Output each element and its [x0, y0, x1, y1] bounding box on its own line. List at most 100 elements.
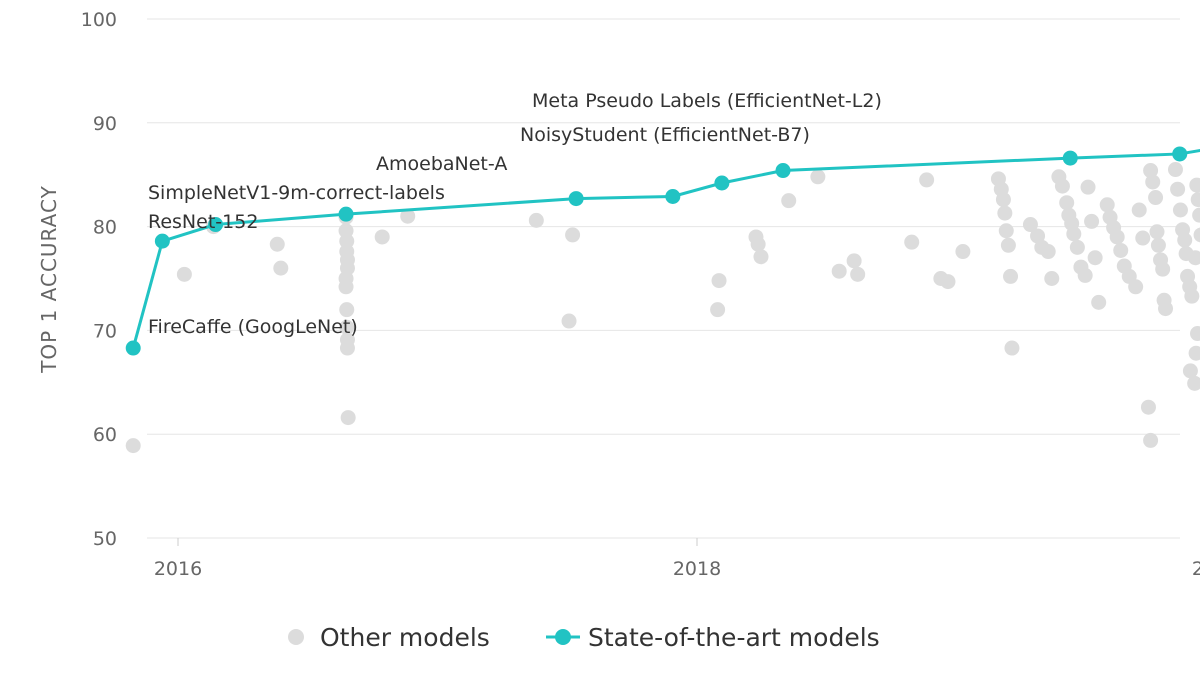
other-model-point[interactable]: [1066, 226, 1082, 242]
other-model-point[interactable]: [565, 227, 581, 243]
other-model-point[interactable]: [273, 260, 289, 276]
other-model-point[interactable]: [1000, 237, 1016, 253]
other-model-point[interactable]: [955, 244, 971, 260]
other-model-point[interactable]: [125, 438, 141, 454]
legend: Other models State-of-the-art models: [288, 623, 880, 652]
sota-model-point[interactable]: [338, 206, 354, 222]
other-model-point[interactable]: [1149, 224, 1165, 240]
other-model-point[interactable]: [750, 236, 766, 252]
other-model-point[interactable]: [1190, 192, 1200, 208]
other-model-point[interactable]: [1059, 195, 1075, 211]
other-model-point[interactable]: [339, 340, 355, 356]
other-model-point[interactable]: [1077, 267, 1093, 283]
sota-model-point[interactable]: [775, 163, 791, 179]
other-model-point[interactable]: [1187, 375, 1200, 391]
sota-model-point[interactable]: [1062, 150, 1078, 166]
sota-model-point[interactable]: [154, 233, 170, 249]
other-model-point[interactable]: [1109, 229, 1125, 245]
other-model-point[interactable]: [1091, 294, 1107, 310]
other-model-point[interactable]: [340, 410, 356, 426]
other-model-point[interactable]: [1148, 190, 1164, 206]
other-model-point[interactable]: [710, 302, 726, 318]
other-model-point[interactable]: [1084, 213, 1100, 229]
other-model-point[interactable]: [1054, 178, 1070, 194]
other-model-point[interactable]: [1140, 399, 1156, 415]
x-tick-labels: 2016201820202022: [154, 538, 1200, 580]
other-model-point[interactable]: [1167, 162, 1183, 178]
other-model-point[interactable]: [339, 233, 355, 249]
other-model-point[interactable]: [1184, 288, 1200, 304]
other-model-point[interactable]: [1143, 163, 1159, 179]
other-model-point[interactable]: [338, 279, 354, 295]
other-model-point[interactable]: [561, 313, 577, 329]
other-model-point[interactable]: [339, 302, 355, 318]
other-model-point[interactable]: [1177, 232, 1193, 248]
other-model-point[interactable]: [1087, 250, 1103, 266]
other-model-point[interactable]: [528, 212, 544, 228]
other-model-point[interactable]: [1193, 227, 1200, 243]
y-tick-label: 80: [93, 217, 117, 239]
sota-model-point[interactable]: [568, 191, 584, 207]
other-model-point[interactable]: [1004, 340, 1020, 356]
other-model-point[interactable]: [1182, 363, 1198, 379]
other-model-point[interactable]: [995, 192, 1011, 208]
other-model-point[interactable]: [1158, 301, 1174, 317]
other-model-point[interactable]: [374, 229, 390, 245]
other-model-point[interactable]: [1190, 326, 1200, 342]
other-model-point[interactable]: [1188, 345, 1200, 361]
sota-model-point[interactable]: [665, 188, 681, 204]
other-model-point[interactable]: [998, 223, 1014, 239]
other-model-point[interactable]: [1172, 202, 1188, 218]
other-model-point[interactable]: [176, 266, 192, 282]
other-model-point[interactable]: [269, 236, 285, 252]
other-model-point[interactable]: [810, 169, 826, 185]
other-model-point[interactable]: [1145, 174, 1161, 190]
other-model-point[interactable]: [1192, 207, 1200, 223]
legend-item-sota[interactable]: State-of-the-art models: [546, 623, 880, 652]
x-tick-label: 2018: [673, 558, 721, 580]
other-model-point[interactable]: [1155, 261, 1171, 277]
sota-model-point[interactable]: [1172, 146, 1188, 162]
other-model-point[interactable]: [711, 273, 727, 289]
legend-item-other[interactable]: Other models: [288, 623, 490, 652]
sota-model-point[interactable]: [208, 217, 224, 233]
sota-annotation-label: NoisyStudent (EfficientNet-B7): [520, 124, 810, 146]
other-model-point[interactable]: [1150, 237, 1166, 253]
legend-marker-other: [288, 629, 304, 645]
y-tick-label: 60: [93, 424, 117, 446]
other-model-point[interactable]: [400, 208, 416, 224]
other-model-point[interactable]: [1030, 228, 1046, 244]
other-model-point[interactable]: [846, 253, 862, 269]
y-tick-label: 90: [93, 113, 117, 135]
other-model-point[interactable]: [339, 319, 355, 335]
other-model-point[interactable]: [1003, 268, 1019, 284]
other-model-point[interactable]: [1113, 242, 1129, 258]
other-model-point[interactable]: [940, 274, 956, 290]
other-model-point[interactable]: [781, 193, 797, 209]
other-model-point[interactable]: [850, 266, 866, 282]
other-model-point[interactable]: [1128, 279, 1144, 295]
other-model-point[interactable]: [831, 263, 847, 279]
other-model-point[interactable]: [1080, 179, 1096, 195]
sota-model-point[interactable]: [714, 175, 730, 191]
other-model-point[interactable]: [1040, 244, 1056, 260]
other-model-point[interactable]: [1099, 197, 1115, 213]
sota-annotation-label: FireCaffe (GoogLeNet): [148, 316, 358, 338]
other-models-points: [125, 162, 1200, 454]
other-model-point[interactable]: [1143, 432, 1159, 448]
other-model-point[interactable]: [1189, 177, 1200, 193]
other-model-point[interactable]: [1170, 181, 1186, 197]
other-model-point[interactable]: [919, 172, 935, 188]
other-model-point[interactable]: [753, 249, 769, 265]
other-model-point[interactable]: [1069, 239, 1085, 255]
other-model-point[interactable]: [1187, 250, 1200, 266]
other-model-point[interactable]: [1135, 230, 1151, 246]
other-model-point[interactable]: [1022, 217, 1038, 233]
y-tick-label: 70: [93, 320, 117, 342]
other-model-point[interactable]: [1131, 202, 1147, 218]
sota-model-point[interactable]: [125, 340, 141, 356]
other-model-point[interactable]: [997, 205, 1013, 221]
other-model-point[interactable]: [1044, 271, 1060, 286]
other-model-point[interactable]: [904, 234, 920, 250]
